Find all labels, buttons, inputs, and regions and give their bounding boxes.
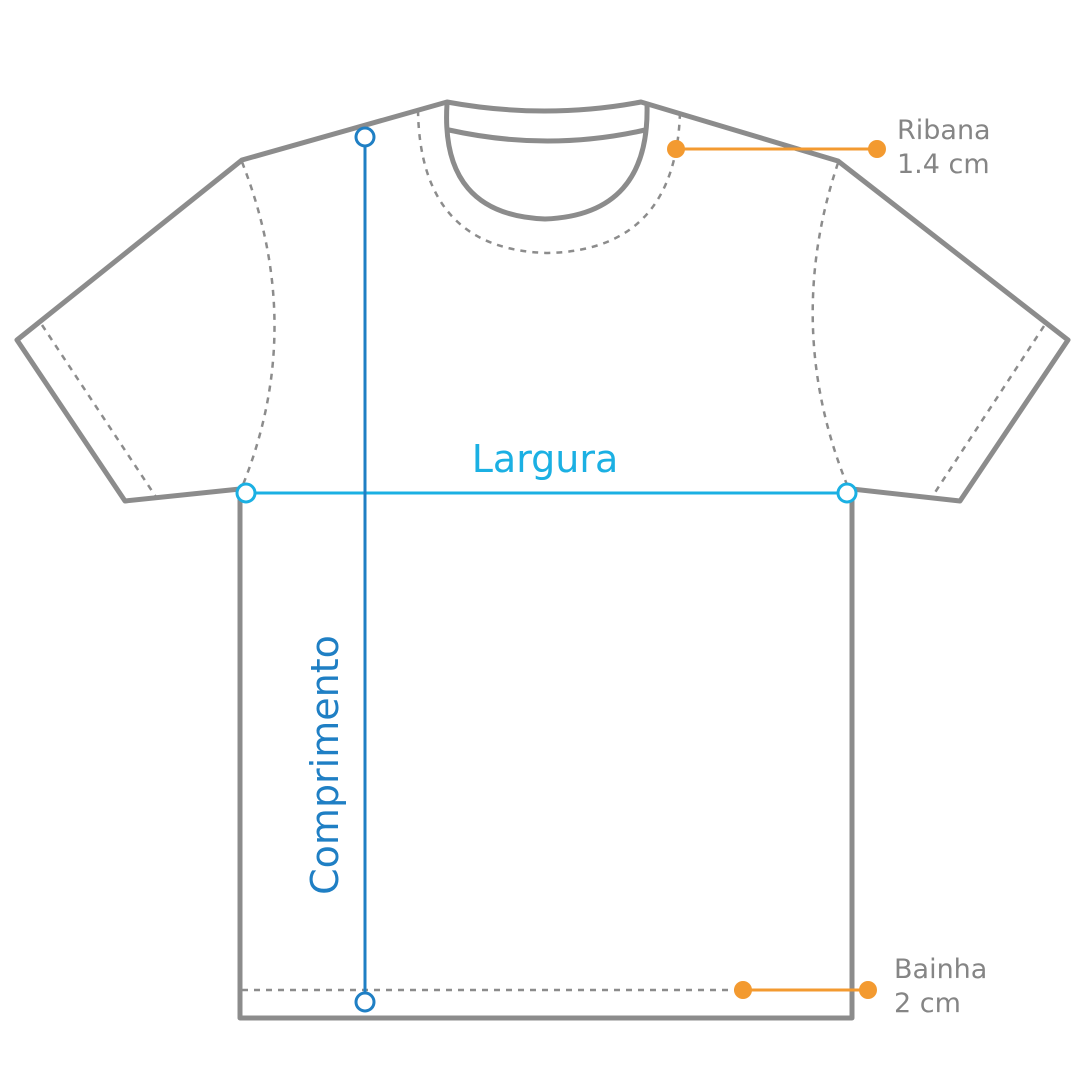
width-measure-left-endpoint (235, 482, 257, 504)
length-measure-label: Comprimento (303, 635, 347, 895)
rib-callout-name: Ribana (897, 115, 991, 146)
rib-callout-dot-end (868, 140, 886, 158)
rib-callout-dot-start (667, 140, 685, 158)
hem-callout-name: Bainha (894, 954, 987, 985)
rib-callout-value: 1.4 cm (897, 149, 990, 180)
width-measure-right-endpoint (836, 482, 858, 504)
width-measure-label: Largura (472, 437, 619, 481)
length-measure-top-endpoint (354, 126, 376, 148)
hem-callout-dot-start (734, 981, 752, 999)
length-measure-bottom-endpoint (354, 991, 376, 1013)
hem-callout-dot-end (859, 981, 877, 999)
collar-stitching (416, 109, 682, 255)
hem-callout-value: 2 cm (894, 988, 961, 1019)
right-armhole-stitching (811, 162, 852, 493)
left-armhole-stitching (238, 161, 276, 493)
collar-rib (446, 127, 648, 144)
collar-outer (444, 101, 650, 222)
tshirt-outline (14, 99, 1071, 1021)
left-sleeve-hem-stitching (40, 324, 158, 498)
right-sleeve-hem-stitching (930, 325, 1046, 498)
